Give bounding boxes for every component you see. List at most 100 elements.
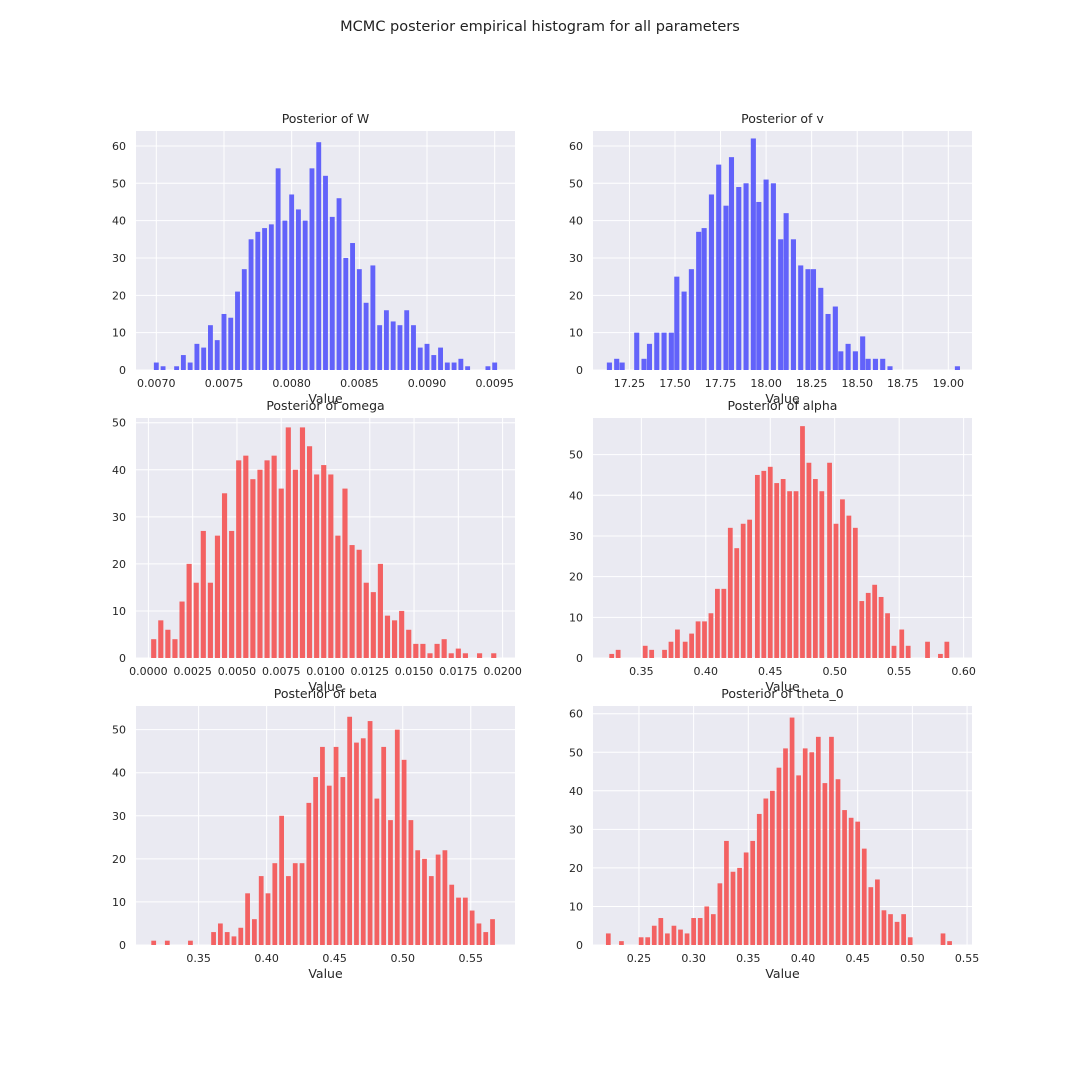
histogram-bar [275,168,281,370]
histogram-bar [316,142,322,370]
histogram-bar [258,876,264,945]
y-tick-label: 40 [569,489,583,502]
histogram-bar [462,653,468,658]
histogram-bar [756,813,762,945]
histogram-bar [188,940,193,945]
histogram-bar [697,918,703,945]
histogram-bar [727,527,733,658]
histogram-bar [299,427,306,658]
histogram-bar [661,332,667,370]
histogram-bar [238,927,244,945]
x-axis-label: Value [765,391,800,406]
histogram-bar [783,213,789,370]
x-tick-label: 18.25 [796,377,828,390]
y-tick-label: 40 [569,785,583,798]
histogram-bar [756,201,762,370]
histogram-bar [649,649,655,658]
histogram-bar [289,194,295,370]
y-tick-label: 50 [112,177,126,190]
y-tick-label: 0 [576,364,583,377]
y-tick-label: 20 [112,853,126,866]
histogram-bar [881,910,887,945]
histogram-bar [947,941,952,945]
histogram-bar [704,906,710,945]
histogram-bar [638,937,644,945]
histogram-bar [855,821,861,945]
histogram-bar [186,563,192,658]
x-tick-label: 0.0125 [351,665,390,678]
y-tick-label: 50 [569,449,583,462]
histogram-bar [179,601,185,658]
plot-background [593,706,972,945]
histogram-bar [397,325,403,370]
histogram-bar [252,919,257,945]
y-tick-label: 0 [119,939,126,952]
histogram-bar [309,168,315,370]
histogram-bar [793,491,799,658]
histogram-bar [763,798,769,945]
histogram-bar [356,549,362,658]
histogram-bar [780,479,786,658]
histogram-bar [428,876,434,945]
x-tick-label: 0.0075 [262,665,301,678]
histogram-bar [388,820,393,945]
histogram-bar [193,582,199,658]
histogram-bar [891,645,897,658]
histogram-bar [438,347,443,370]
histogram-bar [485,366,491,370]
histogram-bar [835,779,841,945]
histogram-bar [827,462,832,658]
histogram-bar [875,879,880,945]
chart-panel: 0.0000 0.0025 0.0050 0.0075 0.0100 0.0125 0.01… [112,398,522,694]
histogram-bar [363,302,369,370]
histogram-bar [944,641,950,658]
histogram-bar [160,366,166,370]
histogram-bar [271,455,277,658]
histogram-bar [743,852,749,945]
histogram-bar [408,820,414,945]
y-tick-label: 50 [569,177,583,190]
y-tick-label: 40 [112,464,126,477]
histogram-bar [462,897,468,945]
histogram-bar [888,914,893,945]
histogram-bar [413,643,419,658]
histogram-bar [838,351,844,370]
histogram-bar [420,643,426,658]
histogram-bar [730,871,736,945]
histogram-bar [925,641,930,658]
y-tick-label: 40 [112,767,126,780]
x-tick-label: 0.45 [322,952,347,965]
histogram-bar [435,854,441,945]
histogram-bar [872,584,878,658]
histogram-bar [609,653,615,658]
histogram-bar [248,239,254,370]
histogram-bar [200,530,206,658]
histogram-bar [767,466,773,658]
y-tick-label: 50 [569,746,583,759]
x-tick-label: 0.45 [845,952,870,965]
x-axis-label: Value [308,679,343,694]
histogram-bar [411,325,416,370]
histogram-bar [812,479,818,658]
histogram-bar [848,817,854,945]
histogram-bar [674,276,680,370]
histogram-bar [347,716,353,945]
histogram-bar [695,621,701,658]
histogram-bar [842,810,847,945]
histogram-bar [490,919,495,945]
histogram-bar [422,858,427,945]
histogram-bar [728,157,735,370]
histogram-bar [158,620,164,658]
histogram-bar [333,746,339,945]
y-tick-label: 0 [119,652,126,665]
histogram-bar [805,269,811,370]
y-tick-label: 30 [569,823,583,836]
histogram-bar [691,918,696,945]
histogram-bar [221,313,227,370]
chart-panel: 17.25 17.50 17.75 18.00 18.25 18.50 18.75 19.00… [569,111,972,406]
histogram-bar [180,355,186,370]
histogram-bar [153,362,159,370]
histogram-bar [217,923,223,945]
histogram-bar [668,641,674,658]
x-tick-label: 18.50 [841,377,873,390]
